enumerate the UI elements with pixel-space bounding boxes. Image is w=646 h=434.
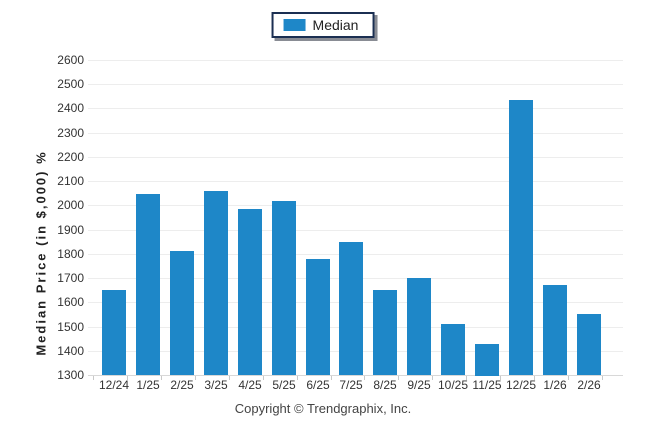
y-tick-label-1500: 1500 xyxy=(57,320,84,334)
x-tick-label-1/25: 1/25 xyxy=(136,378,160,392)
x-axis-tick xyxy=(161,376,162,380)
bar-10/25[interactable] xyxy=(441,324,465,375)
legend[interactable]: Median xyxy=(271,12,375,38)
bar-9/25[interactable] xyxy=(407,278,431,375)
x-axis-tick xyxy=(229,376,230,380)
y-tick-label-1900: 1900 xyxy=(57,223,84,237)
gridline-1900 xyxy=(88,230,623,231)
bar-2/25[interactable] xyxy=(170,251,194,375)
gridline-2400 xyxy=(88,108,623,109)
gridline-2000 xyxy=(88,205,623,206)
y-tick-label-2100: 2100 xyxy=(57,174,84,188)
gridline-1300 xyxy=(88,375,623,376)
x-axis-tick xyxy=(364,376,365,380)
y-tick-label-1800: 1800 xyxy=(57,247,84,261)
x-tick-label-11/25: 11/25 xyxy=(472,378,502,392)
bar-6/25[interactable] xyxy=(306,259,330,375)
y-tick-label-2200: 2200 xyxy=(57,150,84,164)
x-tick-label-7/25: 7/25 xyxy=(339,378,363,392)
y-tick-label-2500: 2500 xyxy=(57,77,84,91)
x-axis-tick xyxy=(568,376,569,380)
bar-4/25[interactable] xyxy=(238,209,262,375)
x-axis-tick xyxy=(398,376,399,380)
x-axis-tick xyxy=(466,376,467,380)
x-tick-label-4/25: 4/25 xyxy=(238,378,262,392)
x-axis-tick xyxy=(195,376,196,380)
y-tick-label-2300: 2300 xyxy=(57,126,84,140)
x-tick-label-8/25: 8/25 xyxy=(373,378,397,392)
bar-12/25[interactable] xyxy=(509,100,533,375)
bar-3/25[interactable] xyxy=(204,191,228,375)
x-axis-tick xyxy=(263,376,264,380)
x-axis-tick xyxy=(93,376,94,380)
bar-11/25[interactable] xyxy=(475,344,499,376)
x-tick-label-12/25: 12/25 xyxy=(505,378,537,392)
bar-8/25[interactable] xyxy=(373,290,397,375)
bar-5/25[interactable] xyxy=(272,201,296,375)
x-tick-label-2/25: 2/25 xyxy=(170,378,194,392)
x-axis-tick xyxy=(331,376,332,380)
x-tick-label-2/26: 2/26 xyxy=(577,378,601,392)
x-axis-tick xyxy=(534,376,535,380)
x-tick-label-1/26: 1/26 xyxy=(543,378,567,392)
gridline-2100 xyxy=(88,181,623,182)
x-tick-label-6/25: 6/25 xyxy=(306,378,330,392)
gridline-2500 xyxy=(88,84,623,85)
bar-1/26[interactable] xyxy=(543,285,567,375)
legend-label-median: Median xyxy=(312,17,359,33)
y-tick-label-2000: 2000 xyxy=(57,198,84,212)
y-tick-label-1300: 1300 xyxy=(57,368,84,382)
bar-12/24[interactable] xyxy=(102,290,126,375)
gridline-2300 xyxy=(88,133,623,134)
y-tick-label-2400: 2400 xyxy=(57,101,84,115)
x-axis-tick xyxy=(297,376,298,380)
legend-swatch-median xyxy=(283,19,306,31)
x-tick-label-9/25: 9/25 xyxy=(407,378,431,392)
y-tick-label-1400: 1400 xyxy=(57,344,84,358)
x-axis-tick xyxy=(127,376,128,380)
x-tick-label-3/25: 3/25 xyxy=(204,378,228,392)
y-tick-label-1600: 1600 xyxy=(57,295,84,309)
x-axis-tick xyxy=(432,376,433,380)
gridline-2200 xyxy=(88,157,623,158)
bar-1/25[interactable] xyxy=(136,194,160,375)
x-axis-tick xyxy=(602,376,603,380)
copyright-text: Copyright © Trendgraphix, Inc. xyxy=(234,401,412,416)
x-tick-label-10/25: 10/25 xyxy=(437,378,469,392)
x-tick-label-5/25: 5/25 xyxy=(272,378,296,392)
y-tick-label-2600: 2600 xyxy=(57,53,84,67)
x-axis-tick xyxy=(500,376,501,380)
bar-2/26[interactable] xyxy=(577,314,601,375)
x-tick-label-12/24: 12/24 xyxy=(98,378,130,392)
y-tick-label-1700: 1700 xyxy=(57,271,84,285)
bar-7/25[interactable] xyxy=(339,242,363,375)
gridline-2600 xyxy=(88,60,623,61)
